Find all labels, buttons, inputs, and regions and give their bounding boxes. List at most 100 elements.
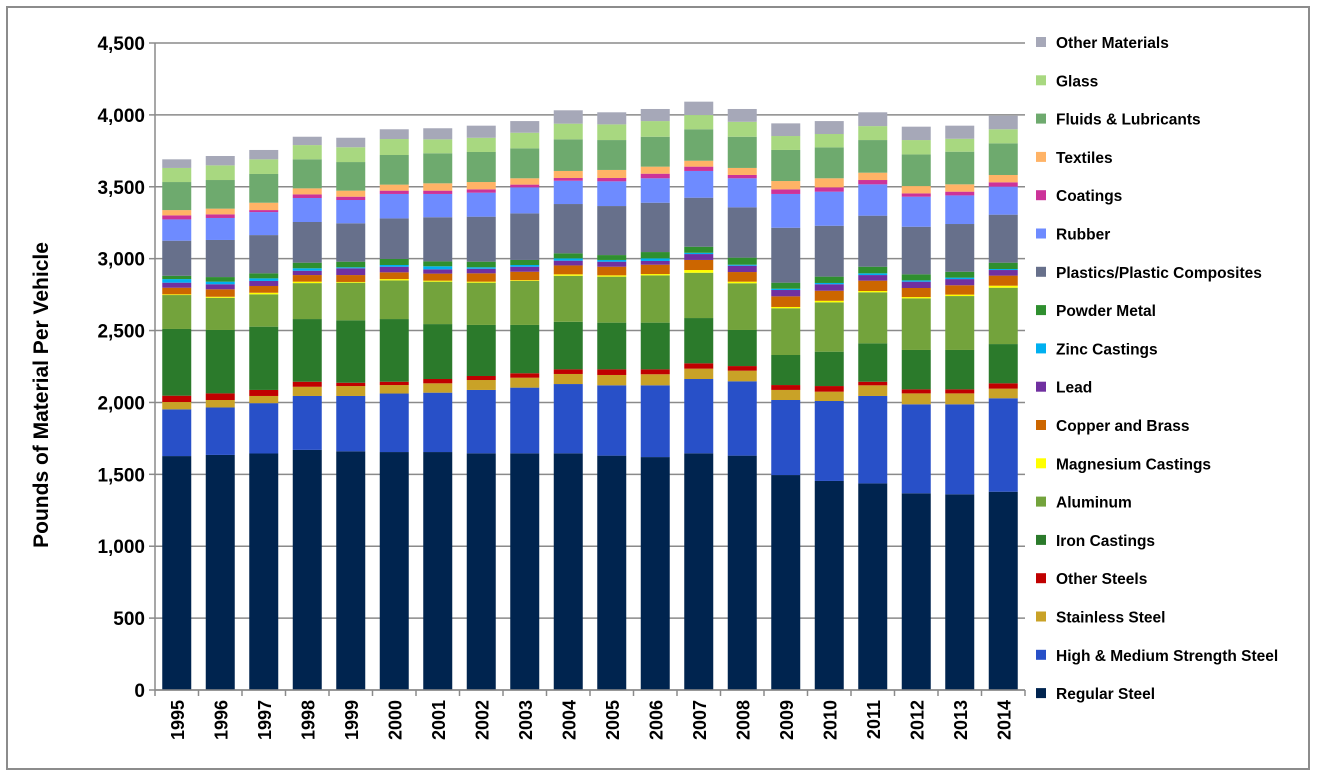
bar-segment-stainless-steel-2005 [597, 374, 627, 386]
x-tick-label: 2002 [472, 700, 492, 740]
x-tick-label: 2001 [429, 700, 449, 740]
bar-segment-other-materials-1996 [205, 156, 235, 166]
bar-segment-lead-2000 [379, 266, 409, 273]
bar-segment-regular-steel-2012 [901, 493, 931, 690]
bar-segment-plastics-plastic-composites-1999 [336, 223, 366, 262]
bar-segment-textiles-1999 [336, 190, 366, 197]
x-tick-label: 1995 [168, 700, 188, 740]
bar-segment-textiles-2004 [553, 170, 583, 179]
bar-segment-magnesium-castings-2000 [379, 279, 409, 281]
bar-segment-zinc-castings-1997 [249, 278, 279, 281]
bar-segment-copper-and-brass-2009 [771, 296, 801, 307]
bar-segment-regular-steel-2002 [466, 453, 496, 690]
bar-segment-zinc-castings-2004 [553, 258, 583, 261]
bar-segment-lead-2013 [945, 279, 975, 286]
bar-segment-regular-steel-1999 [336, 451, 366, 690]
bar-segment-magnesium-castings-1998 [292, 281, 322, 284]
x-tick-label: 2008 [733, 700, 753, 740]
bar-segment-coatings-2000 [379, 190, 409, 194]
bar-segment-high-medium-strength-steel-1999 [336, 395, 366, 452]
bar-stack-2003 [510, 121, 540, 690]
bar-segment-powder-metal-2003 [510, 259, 540, 265]
bar-segment-other-materials-2005 [597, 112, 627, 125]
bar-segment-aluminum-2012 [901, 298, 931, 350]
bar-segment-other-steels-2014 [988, 383, 1018, 389]
legend-item: Other Steels [1036, 571, 1147, 588]
legend-swatch [1036, 573, 1046, 584]
bar-segment-coatings-1999 [336, 196, 366, 201]
bar-stack-2005 [597, 112, 627, 690]
bar-segment-textiles-2013 [945, 184, 975, 192]
bar-segment-other-materials-2010 [814, 121, 844, 135]
bar-segment-fluids-lubricants-2008 [727, 136, 757, 168]
bar-segment-zinc-castings-2001 [423, 266, 453, 270]
bar-segment-glass-2013 [945, 138, 975, 152]
bar-segment-lead-1997 [249, 280, 279, 286]
bar-segment-other-steels-2006 [640, 369, 670, 375]
legend-swatch [1036, 228, 1046, 239]
bar-stack-2004 [553, 110, 583, 690]
bar-segment-high-medium-strength-steel-2001 [423, 392, 453, 453]
bar-segment-other-materials-1997 [249, 149, 279, 160]
legend-label: Lead [1056, 380, 1092, 397]
bar-stack-2006 [640, 108, 670, 690]
bar-segment-iron-castings-2009 [771, 354, 801, 386]
bar-segment-textiles-2005 [597, 169, 627, 179]
bar-segment-regular-steel-2011 [858, 483, 888, 690]
bar-segment-textiles-2000 [379, 184, 409, 191]
bar-segment-regular-steel-2005 [597, 455, 627, 690]
bar-segment-powder-metal-2001 [423, 261, 453, 267]
bar-segment-fluids-lubricants-2003 [510, 148, 540, 179]
x-tick-label: 2000 [385, 700, 405, 740]
legend-swatch [1036, 266, 1046, 277]
x-tick-label: 1996 [211, 700, 231, 740]
bar-segment-other-materials-2008 [727, 108, 757, 122]
bar-segment-high-medium-strength-steel-1996 [205, 407, 235, 455]
bar-segment-fluids-lubricants-2006 [640, 136, 670, 167]
bar-segment-magnesium-castings-2006 [640, 274, 670, 276]
bar-segment-glass-2005 [597, 124, 627, 141]
bar-segment-powder-metal-2000 [379, 258, 409, 265]
legend-item: Powder Metal [1036, 303, 1156, 320]
bar-segment-zinc-castings-1995 [162, 279, 192, 283]
bar-segment-aluminum-2004 [553, 275, 583, 322]
bar-segment-textiles-1998 [292, 188, 322, 195]
bar-segment-powder-metal-2012 [901, 274, 931, 281]
x-axis-ticks: 1995 1996 1997 1998 1999 2000 2001 2002 2003 2004… [154, 689, 1026, 740]
legend-label: Glass [1056, 73, 1098, 90]
legend-item: Lead [1036, 380, 1092, 397]
bar-segment-magnesium-castings-1995 [162, 294, 192, 296]
y-tick-label: 2,500 [97, 322, 145, 343]
bar-segment-fluids-lubricants-2014 [988, 143, 1018, 175]
bar-segment-coatings-2008 [727, 174, 757, 179]
bar-segment-rubber-2004 [553, 180, 583, 205]
bar-segment-powder-metal-2002 [466, 261, 496, 268]
bar-segment-powder-metal-2010 [814, 276, 844, 283]
bar-stack-2002 [466, 125, 496, 690]
bar-segment-copper-and-brass-1995 [162, 287, 192, 295]
bar-segment-plastics-plastic-composites-2011 [858, 215, 888, 267]
bar-segment-aluminum-2010 [814, 302, 844, 352]
legend-swatch [1036, 151, 1046, 162]
bar-segment-regular-steel-2008 [727, 455, 757, 690]
bar-segment-magnesium-castings-1996 [205, 296, 235, 298]
bar-segment-aluminum-2005 [597, 276, 627, 323]
x-tick-label: 2013 [951, 700, 971, 740]
bar-segment-copper-and-brass-2004 [553, 265, 583, 275]
bar-stack-2008 [727, 108, 757, 690]
bar-segment-other-materials-1998 [292, 136, 322, 146]
bar-segment-plastics-plastic-composites-1998 [292, 222, 322, 263]
bar-segment-coatings-2014 [988, 182, 1018, 187]
bar-segment-other-steels-1996 [205, 393, 235, 401]
bar-segment-lead-2014 [988, 270, 1018, 276]
bar-segment-glass-1997 [249, 159, 279, 174]
bar-segment-high-medium-strength-steel-2008 [727, 381, 757, 456]
bar-stack-2014 [988, 115, 1018, 690]
y-tick-label: 3,000 [97, 250, 145, 271]
bar-segment-zinc-castings-2003 [510, 264, 540, 267]
bar-segment-high-medium-strength-steel-1995 [162, 409, 192, 457]
legend-label: Fluids & Lubricants [1056, 112, 1201, 129]
bar-segment-stainless-steel-1997 [249, 395, 279, 404]
bar-segment-zinc-castings-2011 [858, 273, 888, 276]
bar-segment-rubber-2007 [684, 170, 714, 198]
